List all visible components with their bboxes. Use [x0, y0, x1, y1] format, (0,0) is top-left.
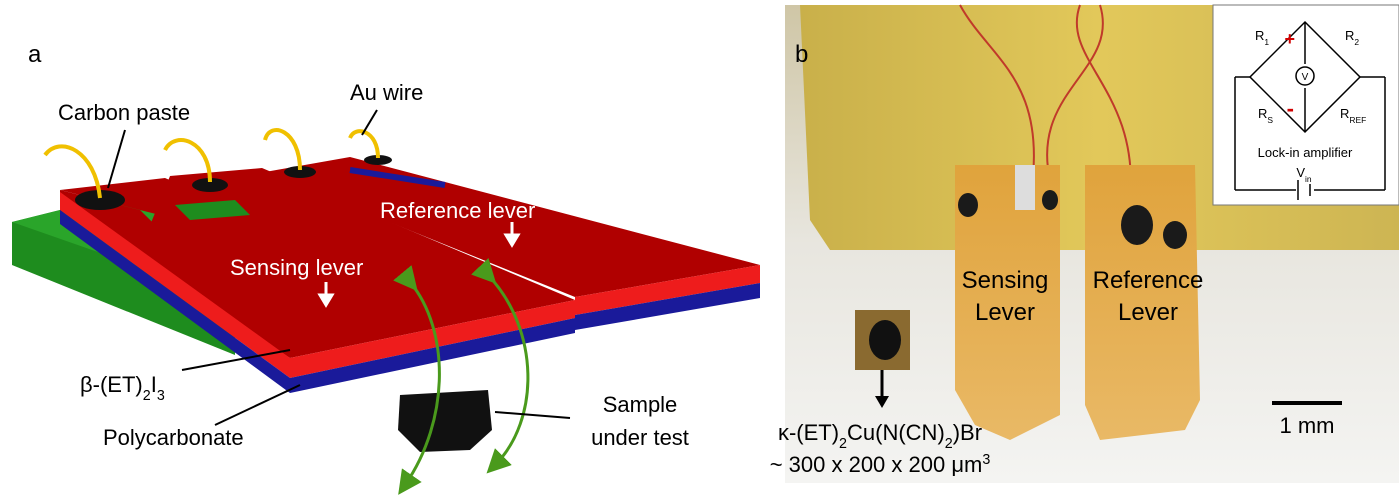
panel-label: b	[795, 41, 808, 68]
label: Sample	[603, 392, 678, 417]
label: V	[1302, 72, 1309, 83]
text-part: β-(ET)	[80, 372, 143, 397]
panel-label: a	[28, 41, 42, 68]
label: Carbon paste	[58, 100, 190, 125]
label: +	[1284, 29, 1295, 49]
label: ~ 300 x 200 x 200 μm3	[770, 452, 991, 477]
text-part: 2	[1354, 37, 1359, 47]
text-part: R	[1258, 106, 1267, 121]
text-part: ~ 300 x 200 x 200 μm	[770, 452, 983, 477]
text-part: R	[1345, 28, 1354, 43]
text-part: 2	[143, 388, 151, 404]
text-part: V	[1296, 165, 1305, 180]
text-part: R	[1340, 106, 1349, 121]
label: Lever	[1118, 299, 1178, 326]
text-part: κ-(ET)	[778, 420, 839, 445]
lever-label: Sensing lever	[230, 255, 363, 280]
text-part: 3	[982, 452, 990, 468]
text-part: in	[1305, 174, 1312, 184]
sample-crystal	[869, 320, 901, 360]
text-part: 2	[945, 436, 953, 452]
slot	[1015, 165, 1035, 210]
label: under test	[591, 425, 689, 450]
label: 1 mm	[1280, 413, 1335, 438]
label: Au wire	[350, 80, 423, 105]
text-part: Cu(N(CN)	[847, 420, 945, 445]
label: Sensing	[962, 267, 1049, 294]
text-part: REF	[1349, 115, 1366, 125]
text-part: 2	[839, 436, 847, 452]
label: Reference	[1093, 267, 1204, 294]
label: Lock-in amplifier	[1258, 145, 1353, 160]
text-part: S	[1267, 115, 1273, 125]
label: Polycarbonate	[103, 425, 244, 450]
text-part: R	[1255, 28, 1264, 43]
label: Lever	[975, 299, 1035, 326]
sample	[398, 390, 492, 452]
label: -	[1287, 96, 1294, 121]
text-part: 3	[157, 388, 165, 404]
label: β-(ET)2I3	[80, 372, 165, 404]
figure: a Carbon paste Au wire Reference lever Sensi…	[0, 0, 1399, 495]
lever-label: Reference lever	[380, 198, 535, 223]
text-part: )Br	[953, 420, 982, 445]
text-part: 1	[1264, 37, 1269, 47]
